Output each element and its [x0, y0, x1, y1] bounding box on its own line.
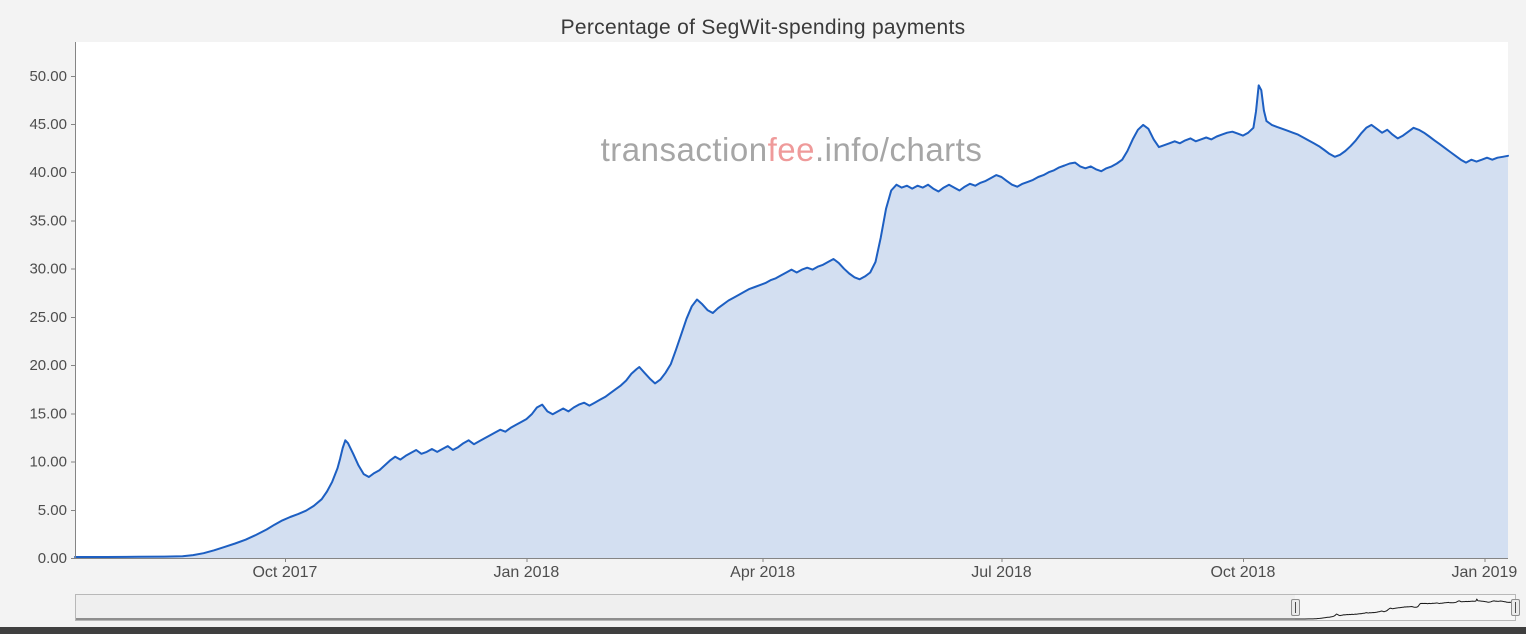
x-tick-label: Oct 2018: [1210, 564, 1275, 581]
y-tick-label: 50.00: [29, 68, 67, 85]
y-tick-label: 20.00: [29, 357, 67, 374]
range-selector-right-handle[interactable]: [1510, 599, 1520, 616]
y-tick-label: 5.00: [38, 502, 67, 519]
x-tick-label: Oct 2017: [252, 564, 317, 581]
handle-grip-line: [1514, 602, 1516, 613]
x-tick-label: Apr 2018: [730, 564, 795, 581]
range-selector-mini-series: [76, 598, 1515, 620]
range-selector-track: [75, 594, 1516, 621]
x-tick-label: Jul 2018: [971, 564, 1032, 581]
series-area-fill: [75, 85, 1508, 559]
bottom-window-bar: [0, 627, 1526, 634]
y-tick-label: 25.00: [29, 309, 67, 326]
y-tick-label: 15.00: [29, 405, 67, 422]
x-tick-label: Jan 2019: [1451, 564, 1517, 581]
range-selector-unselected-veil: [76, 595, 1295, 620]
handle-grip-line: [1294, 602, 1296, 613]
y-tick-label: 10.00: [29, 454, 67, 471]
series-line: [74, 84, 1509, 558]
y-tick-label: 30.00: [29, 261, 67, 278]
y-tick-label: 35.00: [29, 212, 67, 229]
y-tick-label: 0.00: [38, 550, 67, 567]
x-tick-label: Jan 2018: [493, 564, 559, 581]
main-chart-svg: 0.00 5.00 10.00 15.00 20.00 25.00 30.00 35.00 40…: [29, 42, 1517, 581]
range-selector[interactable]: [75, 594, 1520, 621]
chart-title: Percentage of SegWit-spending payments: [560, 16, 966, 39]
y-tick-label: 45.00: [29, 116, 67, 133]
y-tick-label: 40.00: [29, 164, 67, 181]
range-selector-left-handle[interactable]: [1290, 599, 1300, 616]
range-selector-chart: [75, 594, 1516, 621]
